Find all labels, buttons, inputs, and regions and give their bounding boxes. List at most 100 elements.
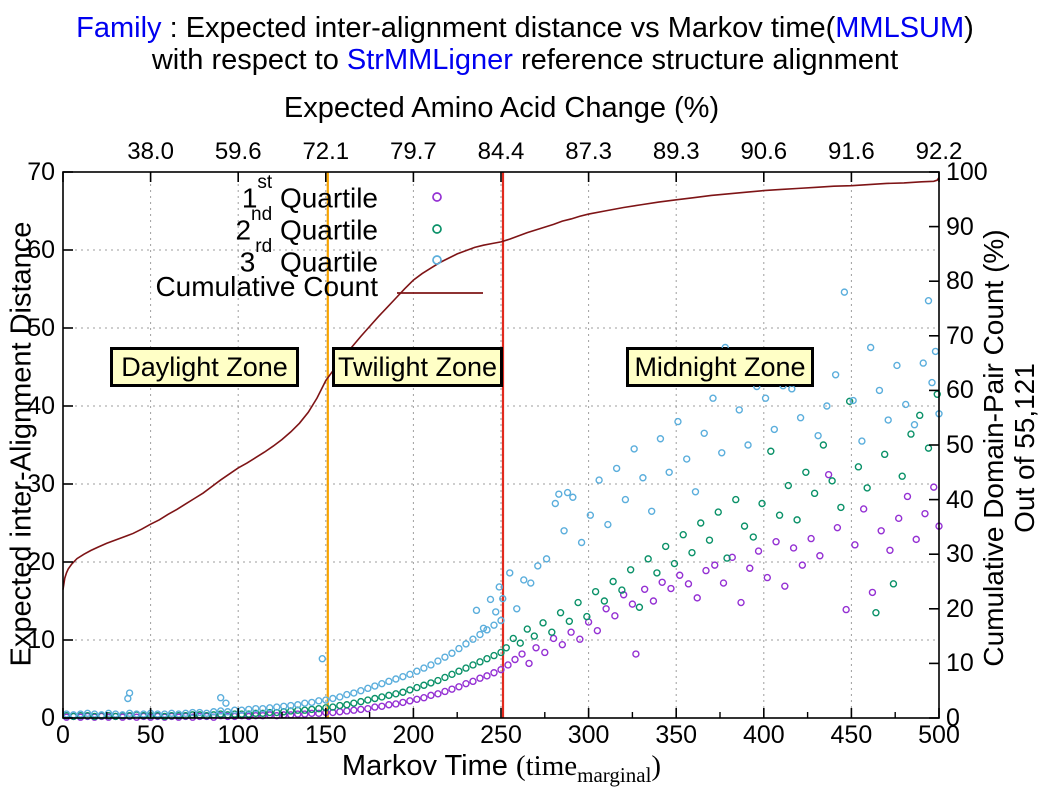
scatter-point-q3 [527, 579, 535, 587]
plot-border [62, 171, 940, 719]
scatter-point-q1 [676, 571, 684, 579]
scatter-point-q1 [420, 694, 428, 702]
scatter-point-q1 [434, 690, 442, 698]
scatter-point-q1 [824, 470, 833, 479]
legend-item-q1: 1st Quartile [241, 172, 378, 214]
scatter-point-q1 [859, 505, 868, 513]
scatter-point-q3 [209, 708, 218, 716]
scatter-point-q1 [684, 580, 693, 588]
scatter-point-q1 [476, 674, 484, 682]
scatter-point-q3 [683, 455, 691, 463]
scatter-point-q3 [700, 429, 708, 437]
scatter-point-q3 [266, 704, 274, 712]
scatter-point-q3 [399, 672, 407, 681]
y-right-tick-label: 50 [946, 431, 974, 459]
scatter-point-q2 [350, 699, 358, 707]
scatter-point-q1 [877, 527, 885, 535]
scatter-point-q3 [770, 425, 779, 434]
y-right-tick-label: 0 [946, 704, 960, 732]
scatter-point-q2 [399, 688, 407, 696]
scatter-point-q3 [469, 635, 477, 643]
scatter-point-q2 [385, 691, 393, 700]
scatter-point-q1 [781, 582, 789, 590]
scatter-point-q2 [793, 516, 801, 524]
scatter-point-q3 [153, 710, 162, 718]
legend-marker-q2 [432, 224, 442, 234]
scatter-point-q3 [656, 435, 665, 443]
scatter-point-q3 [378, 679, 386, 688]
x-tick-label: 100 [217, 721, 260, 749]
scatter-point-q1 [336, 708, 344, 716]
x-tick-label: 500 [918, 721, 960, 749]
scatter-point-q2 [539, 619, 547, 627]
scatter-point-q2 [679, 531, 687, 539]
top-axis-tick-label: 38.0 [127, 138, 174, 165]
scatter-point-q2 [626, 566, 635, 574]
scatter-point-q3 [273, 703, 281, 711]
scatter-point-q3 [849, 396, 857, 405]
scatter-point-q3 [534, 562, 542, 570]
scatter-point-q3 [322, 696, 330, 704]
scatter-point-q1 [525, 659, 533, 668]
scatter-point-q2 [863, 484, 871, 492]
scatter-point-q3 [560, 527, 568, 535]
title-strmmligner: StrMMLigner [346, 44, 513, 76]
scatter-point-q2 [732, 495, 740, 504]
y-right-tick-label: 30 [946, 540, 974, 569]
scatter-point-q2 [406, 686, 414, 694]
scatter-point-q2 [618, 586, 626, 594]
scatter-point-q2 [723, 554, 731, 562]
scatter-point-q3 [223, 708, 232, 716]
scatter-point-q1 [833, 523, 842, 532]
scatter-point-q2 [775, 511, 784, 519]
scatter-point-q3 [174, 710, 183, 718]
y-right-tick-label: 80 [946, 267, 974, 296]
scatter-point-q2 [266, 708, 274, 717]
scatter-point-q1 [789, 544, 798, 552]
scatter-point-q2 [448, 670, 456, 679]
scatter-point-q2 [933, 390, 941, 398]
scatter-point-q2 [802, 468, 810, 476]
scatter-point-q3 [216, 707, 225, 715]
scatter-point-q1 [649, 597, 658, 605]
scatter-point-q3 [910, 421, 919, 429]
scatter-point-q1 [602, 605, 610, 613]
scatter-point-q3 [555, 490, 563, 498]
twilight-zone-label: Twilight Zone [333, 348, 502, 386]
scatter-point-q1 [483, 672, 491, 680]
scatter-point-q1 [490, 669, 498, 677]
scatter-point-q2 [819, 441, 828, 449]
scatter-point-q3 [823, 402, 831, 410]
scatter-point-q3 [639, 474, 647, 482]
scatter-point-q3 [814, 431, 822, 440]
scatter-point-q1 [406, 697, 414, 705]
top-axis-tick-label: 79.7 [390, 138, 437, 165]
chart-title-line2: with respect to StrMMLigner reference st… [151, 44, 899, 76]
scatter-point-q3 [188, 708, 197, 717]
scatter-point-q3 [476, 630, 484, 639]
scatter-point-q2 [530, 632, 538, 640]
scatter-point-q3 [630, 445, 638, 453]
scatter-point-q3 [577, 538, 586, 547]
scatter-point-q3 [569, 493, 577, 501]
scatter-point-q2 [609, 577, 617, 586]
scatter-point-q3 [718, 449, 726, 457]
scatter-point-q1 [371, 703, 379, 711]
scatter-point-q1 [746, 564, 754, 572]
scatter-point-q3 [928, 378, 936, 387]
scatter-point-q2 [697, 519, 705, 527]
scatter-point-q3 [385, 677, 393, 686]
y-left-tick-label: 60 [27, 236, 55, 264]
scatter-point-q2 [420, 681, 428, 689]
scatter-point-q3 [761, 394, 770, 402]
title-family: Family [76, 12, 162, 44]
scatter-point-q3 [492, 608, 500, 616]
scatter-point-q2 [476, 658, 484, 666]
y-right-tick-label: 70 [946, 321, 974, 350]
scatter-point-q1 [308, 709, 316, 718]
scatter-point-q2 [378, 693, 386, 701]
scatter-point-q1 [532, 644, 540, 652]
scatter-point-q2 [259, 709, 267, 718]
scatter-point-q3 [604, 520, 612, 529]
scatter-point-q3 [796, 414, 805, 422]
